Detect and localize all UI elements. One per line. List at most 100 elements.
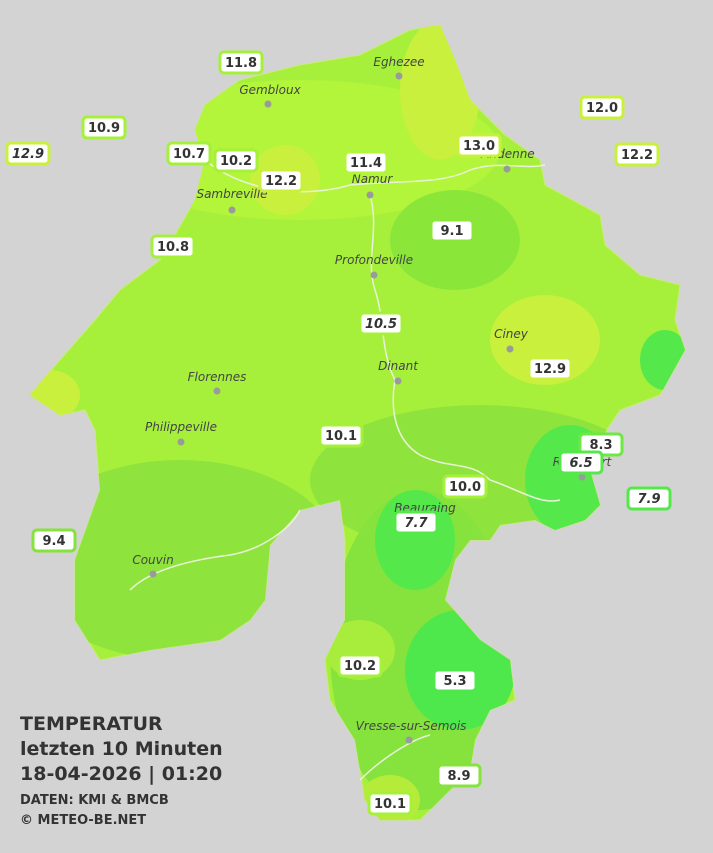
city-label: Profondeville [335, 253, 413, 267]
station: 9.1 [429, 218, 475, 243]
station: 10.7 [166, 141, 212, 166]
station-box [367, 791, 413, 816]
title-line: TEMPERATUR [20, 713, 163, 735]
station-box [442, 474, 488, 499]
station-value: 12.9 [12, 147, 44, 162]
city-label: Dinant [378, 359, 419, 373]
station-box [343, 150, 389, 175]
station-box [432, 668, 478, 693]
station-value: 11.4 [350, 156, 382, 171]
station-box [626, 486, 672, 511]
station: 12.2 [614, 142, 660, 167]
station: 10.5 [358, 311, 404, 336]
station-box [429, 218, 475, 243]
station-value: 10.2 [344, 659, 376, 674]
station-box [213, 148, 259, 173]
station-value: 7.9 [637, 492, 660, 507]
station: 10.1 [318, 423, 364, 448]
city-dot [394, 377, 402, 385]
station-value: 10.9 [88, 121, 120, 136]
station-value: 10.2 [220, 154, 252, 169]
station-value: 10.8 [157, 240, 189, 255]
station-box [218, 50, 264, 75]
city-label: Couvin [132, 553, 173, 567]
station-box [527, 356, 573, 381]
station: 8.3 [578, 432, 624, 457]
station-value: 12.2 [621, 148, 653, 163]
station-box [81, 115, 127, 140]
city-dot [177, 438, 185, 446]
city-label: Sambreville [196, 187, 267, 201]
station: 13.0 [456, 133, 502, 158]
stations: 11.8 10.9 12.9 10.7 10.2 12.2 11.4 13.0 12.0 12.2… [5, 50, 672, 816]
credit: DATEN: KMI & BMCB [20, 793, 169, 808]
station-value: 5.3 [443, 674, 466, 689]
station: 10.9 [81, 115, 127, 140]
city-dot [506, 345, 514, 353]
station-value: 10.7 [173, 147, 205, 162]
station: 11.4 [343, 150, 389, 175]
city-dot [370, 271, 378, 279]
station-box [31, 528, 77, 553]
station: 7.7 [393, 510, 439, 535]
station-box [258, 168, 304, 193]
city-label: Namur [352, 172, 394, 186]
city-label: Florennes [188, 370, 247, 384]
station-value: 10.0 [449, 480, 481, 495]
station-value: 12.0 [586, 101, 618, 116]
station: 12.9 [5, 141, 51, 166]
city-label: Philippeville [145, 420, 217, 434]
city-dot [405, 736, 413, 744]
station: 12.0 [579, 95, 625, 120]
city-label: Gembloux [239, 83, 301, 97]
city-dot [366, 191, 374, 199]
station-box [337, 653, 383, 678]
station-value: 8.9 [447, 769, 470, 784]
station-box [614, 142, 660, 167]
station-value: 11.8 [225, 56, 257, 71]
city-dot [213, 387, 221, 395]
city-label: Ciney [494, 327, 529, 341]
station-box [150, 234, 196, 259]
station: 12.2 [258, 168, 304, 193]
station-box [393, 510, 439, 535]
station-value: 9.1 [440, 224, 463, 239]
city-label: Eghezee [373, 55, 424, 69]
station: 10.0 [442, 474, 488, 499]
credit: © METEO-BE.NET [20, 813, 146, 828]
station: 10.8 [150, 234, 196, 259]
station-box [358, 311, 404, 336]
station: 9.4 [31, 528, 77, 553]
city-dot [264, 100, 272, 108]
city-dot [395, 72, 403, 80]
station-value: 6.5 [569, 456, 592, 471]
city-dot [149, 570, 157, 578]
title-line: letzten 10 Minuten [20, 738, 223, 760]
station-value: 13.0 [463, 139, 495, 154]
station-value: 8.3 [589, 438, 612, 453]
station-value: 9.4 [42, 534, 65, 549]
station-box [436, 763, 482, 788]
station: 10.2 [337, 653, 383, 678]
station-box [5, 141, 51, 166]
station-value: 10.1 [325, 429, 357, 444]
station: 11.8 [218, 50, 264, 75]
station-box [579, 95, 625, 120]
station-box [318, 423, 364, 448]
station-value: 10.1 [374, 797, 406, 812]
station: 8.9 [436, 763, 482, 788]
city-dot [228, 206, 236, 214]
station: 6.5 [558, 450, 604, 475]
station: 10.1 [367, 791, 413, 816]
city-dot [503, 165, 511, 173]
city-label: Vresse-sur-Semois [356, 719, 467, 733]
station-box [456, 133, 502, 158]
station-value: 10.5 [365, 317, 397, 332]
station-value: 7.7 [404, 516, 428, 531]
city-dot [578, 473, 586, 481]
title-line: 18-04-2026 | 01:20 [20, 763, 222, 785]
station: 7.9 [626, 486, 672, 511]
station-box [558, 450, 604, 475]
station-value: 12.9 [534, 362, 566, 377]
